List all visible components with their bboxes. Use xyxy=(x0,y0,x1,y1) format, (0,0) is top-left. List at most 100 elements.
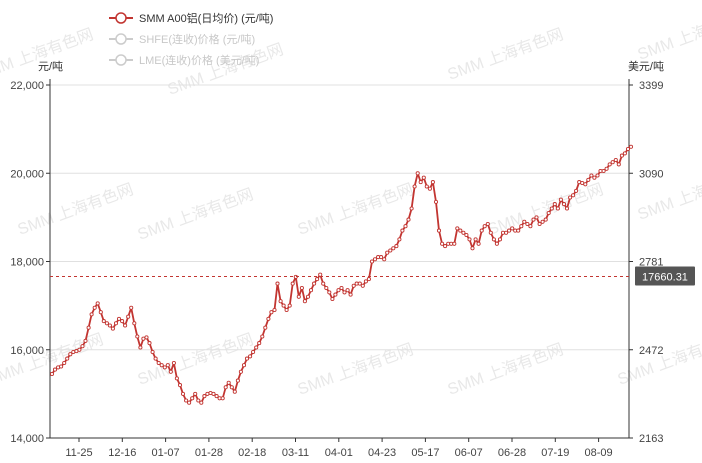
data-point xyxy=(312,281,317,286)
legend-item-2[interactable]: SHFE(连收)价格 (元/吨) xyxy=(109,32,255,46)
data-point xyxy=(65,356,70,361)
data-point xyxy=(211,391,216,396)
data-point xyxy=(522,219,527,224)
data-point xyxy=(187,400,192,405)
data-point xyxy=(482,224,487,229)
data-point xyxy=(132,321,137,326)
data-point xyxy=(113,321,119,326)
data-point xyxy=(62,360,67,366)
data-point xyxy=(281,303,286,308)
y-axis-left-unit: 元/吨 xyxy=(38,60,63,73)
data-point xyxy=(348,292,353,297)
data-point xyxy=(190,396,195,401)
data-point xyxy=(616,162,621,167)
data-point xyxy=(120,319,125,324)
x-tick-label: 01-28 xyxy=(195,447,223,459)
data-point xyxy=(625,146,631,152)
data-point xyxy=(244,356,250,361)
data-point xyxy=(95,301,100,306)
x-tick-label: 01-07 xyxy=(152,447,180,459)
data-point xyxy=(147,341,152,346)
watermark-text: SMM 上海有色网 xyxy=(0,330,106,389)
data-point xyxy=(318,272,323,277)
data-point xyxy=(473,237,478,242)
data-point xyxy=(403,224,408,229)
data-point xyxy=(235,378,240,383)
marker-line-group: 17660.31 xyxy=(50,266,695,286)
data-point xyxy=(333,292,338,297)
y-right-tick-label: 2781 xyxy=(639,257,663,269)
data-point xyxy=(628,144,634,149)
x-tick-label: 03-11 xyxy=(282,447,309,459)
watermark-text: SMM 上海有色网 xyxy=(165,40,286,99)
watermark-text: SMM 上海有色网 xyxy=(15,180,136,239)
data-point xyxy=(220,396,225,401)
data-point xyxy=(86,325,91,330)
data-point xyxy=(610,160,615,165)
data-point xyxy=(406,217,411,222)
data-point xyxy=(619,153,624,158)
data-point xyxy=(327,290,332,295)
data-point xyxy=(391,246,396,251)
y-axis-right-unit: 美元/吨 xyxy=(628,60,664,73)
data-point xyxy=(488,230,493,235)
data-point xyxy=(372,257,378,262)
y-axis-left-ticks: 14,000 16,000 18,000 20,000 22,000 xyxy=(10,80,50,445)
y-left-tick-label: 22,000 xyxy=(10,80,44,92)
data-point xyxy=(49,371,55,377)
data-point xyxy=(226,380,231,385)
data-point xyxy=(129,305,134,310)
data-point xyxy=(254,345,259,350)
data-point xyxy=(177,383,183,388)
data-point xyxy=(607,162,612,167)
legend-item-3[interactable]: LME(连收)价格 (美元/吨) xyxy=(109,53,259,67)
data-point xyxy=(339,285,344,291)
watermark-text: SMM 上海有色网 xyxy=(135,185,256,244)
x-tick-label: 02-18 xyxy=(238,447,266,459)
data-point xyxy=(336,288,341,293)
legend-circle-icon xyxy=(115,12,127,24)
legend-label: SHFE(连收)价格 (元/吨) xyxy=(139,32,255,46)
data-point xyxy=(464,232,469,238)
data-point xyxy=(433,199,439,204)
data-point xyxy=(476,241,481,246)
data-point xyxy=(238,369,243,374)
data-point xyxy=(92,305,97,310)
legend-circle-icon xyxy=(115,33,127,45)
data-point xyxy=(171,360,176,366)
data-point xyxy=(510,226,515,231)
data-point xyxy=(284,307,289,313)
y-left-tick-label: 18,000 xyxy=(10,257,44,269)
data-point xyxy=(546,210,551,216)
data-point xyxy=(196,398,201,403)
legend-item-1[interactable]: SMM A00铝(日均价) (元/吨) xyxy=(109,11,273,25)
data-point xyxy=(516,228,521,233)
data-point xyxy=(83,338,88,343)
data-point xyxy=(193,391,198,396)
data-point xyxy=(260,334,265,339)
watermark-text: SMM 上海有色网 xyxy=(295,180,416,239)
data-point xyxy=(199,400,204,405)
data-point xyxy=(586,177,591,182)
marker-label-text: 17660.31 xyxy=(642,271,688,283)
x-tick-label: 05-17 xyxy=(411,447,439,459)
data-point xyxy=(430,180,435,185)
data-point xyxy=(622,151,627,156)
data-point xyxy=(229,385,234,390)
data-point xyxy=(153,356,158,361)
x-tick-label: 04-23 xyxy=(368,447,396,459)
data-point xyxy=(385,250,390,255)
data-point xyxy=(296,294,301,299)
data-point xyxy=(266,316,271,321)
data-point xyxy=(379,255,384,260)
data-point xyxy=(592,175,597,180)
data-point xyxy=(418,180,423,185)
data-point xyxy=(543,217,548,222)
x-tick-label: 06-28 xyxy=(498,447,526,459)
data-point xyxy=(123,323,128,328)
data-point xyxy=(440,241,445,246)
data-point xyxy=(251,349,256,355)
data-point xyxy=(263,325,268,330)
legend-circle-icon xyxy=(115,54,127,66)
